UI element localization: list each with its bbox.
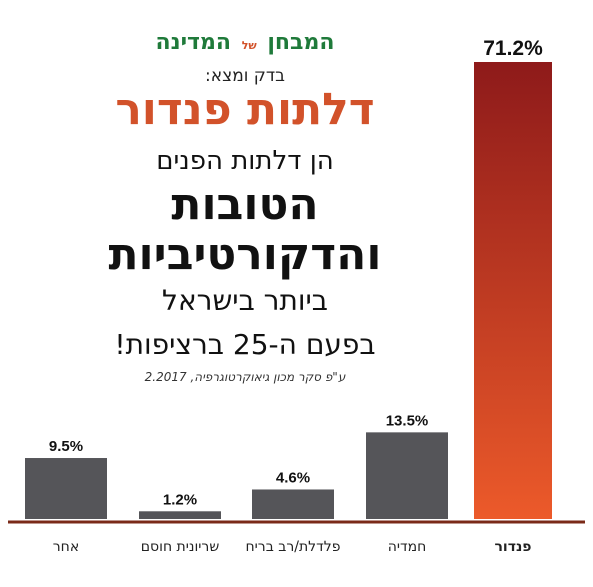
value-label-4: 71.2% <box>483 37 543 60</box>
bar-2 <box>252 489 334 519</box>
checked-label: בדק ומצא: <box>205 66 285 86</box>
value-label-0: 9.5% <box>49 438 83 455</box>
bar-1 <box>139 511 221 519</box>
category-label-2: פלדלת/רב בריח <box>246 539 341 555</box>
brand-word-small: של <box>241 39 257 52</box>
claim-line-2: הטובות <box>171 179 319 230</box>
value-label-3: 13.5% <box>386 412 429 429</box>
category-label-0: אחר <box>53 539 79 555</box>
source-note: ע"פ סקר מכון גיאוקרטוגרפיה, 2.2017 <box>144 370 346 384</box>
bar-4 <box>474 62 552 519</box>
category-label-4: פנדור <box>494 539 531 555</box>
category-label-1: שריונית חוסם <box>141 539 220 555</box>
bar-0 <box>25 458 107 519</box>
claim-line-5: בפעם ה-25 ברציפות! <box>114 328 376 361</box>
brand-word-2: המדינה <box>155 30 232 55</box>
claim-line-3: והדקורטיביות <box>108 229 382 280</box>
claim-line-4: ביותר בישראל <box>162 284 328 317</box>
brand-word-1: המבחן <box>267 30 335 55</box>
bar-3 <box>366 432 448 519</box>
brand-title: המבחן של המדינה <box>60 30 430 55</box>
value-label-1: 1.2% <box>163 491 197 508</box>
value-label-2: 4.6% <box>276 469 310 486</box>
category-label-3: חמדיה <box>388 539 427 555</box>
product-title: דלתות פנדור <box>115 84 375 135</box>
claim-line-1: הן דלתות הפנים <box>156 146 334 176</box>
